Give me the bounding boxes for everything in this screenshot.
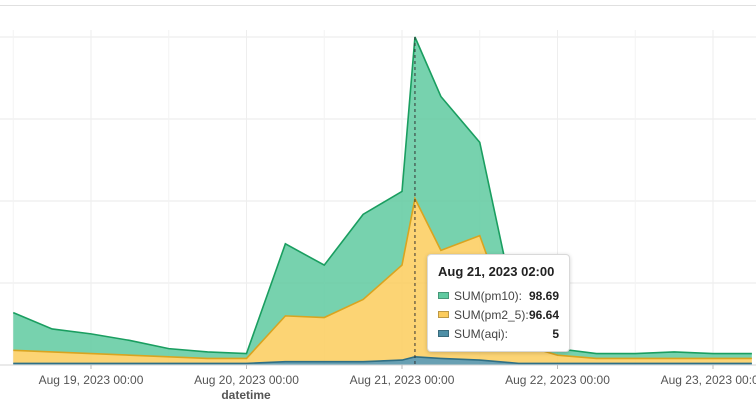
- tooltip-series-value: 96.64: [528, 307, 559, 322]
- tooltip-series-value: 5: [552, 326, 559, 341]
- tooltip-series-name: SUM(aqi):: [454, 326, 509, 341]
- series-areas[interactable]: [12, 36, 752, 365]
- x-tick-label: Aug 21, 2023 00:00: [350, 373, 455, 387]
- x-tick-label: Aug 19, 2023 00:00: [39, 373, 144, 387]
- legend-swatch-pm10: [438, 292, 449, 299]
- x-tick-label: Aug 20, 2023 00:00: [194, 373, 299, 387]
- tooltip-series-value: 98.69: [528, 288, 559, 303]
- legend-swatch-pm2-5: [438, 311, 449, 318]
- x-axis-title: datetime: [221, 388, 271, 401]
- x-tick-label: Aug 23, 2023 00:00: [661, 373, 756, 387]
- tooltip-row: SUM(aqi): 5: [438, 324, 559, 343]
- area-sum-aqi[interactable]: [13, 356, 752, 365]
- tooltip-series-name: SUM(pm10):: [454, 288, 523, 303]
- line-sum-pm2-5: [13, 196, 752, 360]
- line-sum-pm10: [12, 36, 752, 355]
- x-axis-ticks: Aug 19, 2023 00:00 Aug 20, 2023 00:00 Aug …: [39, 365, 756, 387]
- tooltip: Aug 21, 2023 02:00 SUM(pm10): 98.69 SUM(…: [427, 254, 570, 352]
- tooltip-title: Aug 21, 2023 02:00: [438, 264, 555, 279]
- legend-swatch-aqi: [438, 330, 449, 337]
- tooltip-row: SUM(pm2_5): 96.64: [438, 305, 559, 324]
- tooltip-series-name: SUM(pm2_5):: [454, 307, 529, 322]
- top-divider: [0, 5, 756, 6]
- tooltip-row: SUM(pm10): 98.69: [438, 286, 559, 305]
- line-sum-aqi: [13, 356, 752, 365]
- area-sum-pm2-5[interactable]: [13, 198, 752, 364]
- x-tick-label: Aug 22, 2023 00:00: [505, 373, 610, 387]
